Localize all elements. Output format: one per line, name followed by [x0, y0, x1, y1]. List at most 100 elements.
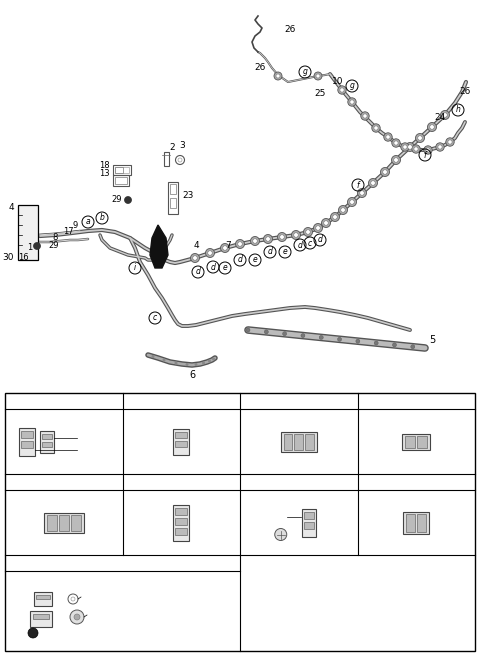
Bar — [42, 441, 52, 447]
Circle shape — [386, 135, 390, 139]
Text: g: g — [302, 68, 307, 77]
Text: d: d — [195, 268, 201, 276]
Text: 23: 23 — [182, 192, 193, 201]
Text: 21: 21 — [315, 512, 326, 521]
Circle shape — [414, 147, 418, 151]
Text: 8: 8 — [52, 234, 58, 243]
Text: c: c — [247, 396, 251, 405]
Circle shape — [205, 249, 215, 258]
Text: 29: 29 — [12, 628, 23, 638]
Bar — [21, 440, 33, 447]
Bar — [305, 434, 314, 449]
Text: 6: 6 — [189, 370, 195, 380]
Circle shape — [264, 234, 273, 243]
Text: 15: 15 — [306, 396, 320, 406]
Circle shape — [350, 100, 354, 104]
Circle shape — [34, 243, 40, 249]
Circle shape — [175, 361, 178, 365]
Circle shape — [193, 256, 197, 260]
Circle shape — [424, 146, 432, 154]
Circle shape — [202, 361, 205, 365]
Circle shape — [337, 337, 342, 341]
Circle shape — [283, 332, 287, 336]
Circle shape — [324, 221, 328, 225]
Bar — [170, 198, 176, 208]
Circle shape — [277, 232, 287, 241]
Circle shape — [438, 145, 442, 149]
Circle shape — [371, 181, 375, 185]
Bar — [175, 432, 187, 438]
Text: 11: 11 — [188, 396, 203, 406]
Bar — [33, 614, 49, 619]
Bar — [402, 434, 430, 449]
Text: i: i — [134, 264, 136, 272]
Text: g: g — [247, 478, 252, 487]
Bar — [417, 514, 426, 531]
Text: 13: 13 — [71, 477, 85, 487]
Bar — [405, 436, 415, 447]
Circle shape — [360, 191, 364, 195]
Bar — [294, 434, 303, 449]
Circle shape — [383, 170, 387, 174]
Circle shape — [319, 335, 323, 339]
Bar — [303, 522, 314, 529]
Circle shape — [416, 134, 424, 142]
Circle shape — [348, 98, 356, 106]
Bar — [281, 432, 317, 451]
Circle shape — [392, 155, 400, 165]
Circle shape — [374, 126, 378, 130]
Text: 12: 12 — [78, 445, 89, 454]
Circle shape — [316, 226, 320, 230]
Text: 9: 9 — [72, 220, 78, 230]
Text: 2: 2 — [88, 609, 94, 617]
Bar — [284, 434, 292, 449]
Text: 20: 20 — [188, 477, 203, 487]
Circle shape — [381, 167, 389, 176]
Circle shape — [408, 145, 412, 150]
Circle shape — [316, 74, 320, 78]
Circle shape — [356, 339, 360, 343]
Circle shape — [223, 246, 227, 250]
Text: 24: 24 — [434, 113, 445, 123]
Circle shape — [394, 141, 398, 145]
Circle shape — [212, 358, 215, 361]
Circle shape — [276, 74, 280, 78]
Text: h: h — [456, 106, 460, 115]
Circle shape — [418, 136, 422, 140]
Bar — [406, 514, 415, 531]
Circle shape — [384, 133, 392, 141]
Circle shape — [436, 143, 444, 151]
Bar — [44, 512, 84, 533]
Text: 10: 10 — [332, 77, 344, 87]
Bar — [417, 436, 427, 447]
Circle shape — [331, 213, 339, 222]
Circle shape — [350, 199, 354, 204]
Circle shape — [441, 110, 449, 119]
Circle shape — [394, 157, 398, 162]
Circle shape — [448, 140, 452, 144]
Circle shape — [194, 363, 197, 366]
Circle shape — [124, 197, 132, 203]
Text: 26: 26 — [254, 64, 266, 73]
Text: a: a — [12, 396, 16, 405]
Text: f: f — [130, 478, 133, 487]
Circle shape — [369, 178, 377, 188]
Text: 29: 29 — [111, 195, 122, 205]
Text: d: d — [238, 255, 242, 264]
Circle shape — [238, 242, 242, 246]
Circle shape — [253, 239, 257, 243]
Bar — [19, 428, 35, 455]
Circle shape — [280, 235, 284, 239]
Text: 1: 1 — [27, 243, 33, 253]
Text: e: e — [12, 478, 16, 487]
Bar — [36, 595, 50, 599]
Bar — [164, 152, 169, 166]
Bar — [113, 175, 129, 186]
Text: c: c — [308, 239, 312, 247]
Circle shape — [358, 188, 367, 197]
Text: e: e — [223, 264, 228, 272]
Circle shape — [220, 243, 229, 253]
Circle shape — [274, 72, 282, 80]
Circle shape — [236, 239, 244, 249]
Bar — [18, 205, 38, 260]
